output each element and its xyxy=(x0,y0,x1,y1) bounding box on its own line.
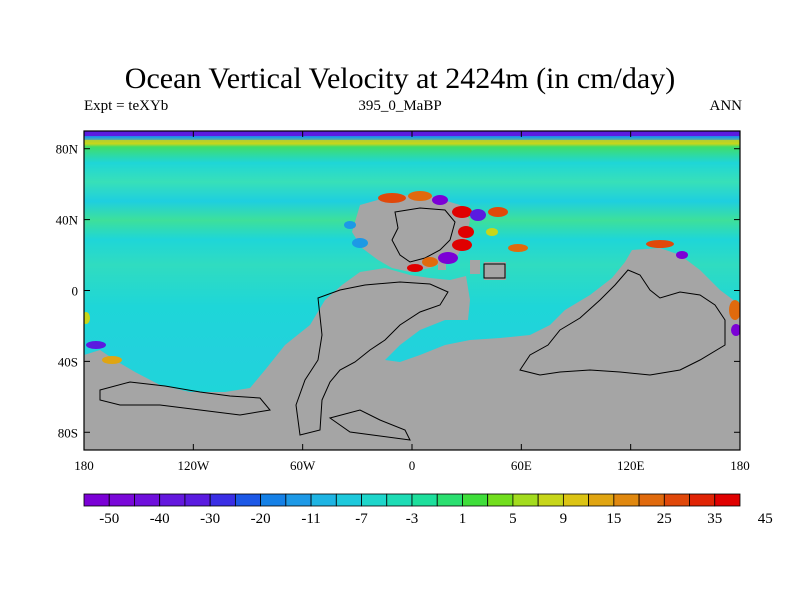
hotspot-9 xyxy=(438,252,458,264)
x-tick-label: 60E xyxy=(511,458,532,473)
experiment-label: Expt = teXYb xyxy=(84,98,169,114)
y-tick-label: 80N xyxy=(56,142,79,157)
hotspot-17 xyxy=(731,324,740,336)
southern-landmass xyxy=(84,248,740,450)
colorbar-swatch xyxy=(108,493,135,507)
island-a xyxy=(484,262,506,280)
axis-ticks: 180 120W 60W 0 60E 120E 180 80N 40N 0 40S 80S xyxy=(56,131,750,473)
colorbar-swatch xyxy=(335,493,362,507)
hotspot-14 xyxy=(646,240,674,248)
hotspot-10 xyxy=(422,257,438,267)
colorbar-swatch xyxy=(134,493,161,507)
y-tick-label: 40N xyxy=(56,213,79,228)
colorbar-swatch xyxy=(285,493,312,507)
colorbar-swatch xyxy=(512,493,539,507)
hotspot-12 xyxy=(508,244,528,252)
time-label: 395_0_MaBP xyxy=(358,98,442,114)
colorbar-label: 45 xyxy=(758,511,773,527)
colorbar-swatch xyxy=(184,493,211,507)
contour-south xyxy=(328,409,411,441)
hotspot-5 xyxy=(470,209,486,221)
y-tick-label: 40S xyxy=(58,354,78,369)
colorbar-swatch xyxy=(209,493,236,507)
hotspot-7 xyxy=(458,226,474,238)
colorbar-swatch xyxy=(613,493,640,507)
colorbar-swatch xyxy=(411,493,438,507)
velocity-hotspots xyxy=(84,191,740,364)
hotspot-11 xyxy=(407,264,423,272)
hotspot-13 xyxy=(486,228,498,236)
hotspot-16 xyxy=(729,300,740,320)
subpolar-band xyxy=(84,140,740,144)
colorbar-label: -50 xyxy=(99,511,119,527)
coldspot-2 xyxy=(344,221,356,229)
colorbar-swatch xyxy=(234,493,262,507)
colorbar-swatch xyxy=(159,493,186,507)
x-tick-label: 120W xyxy=(177,458,210,473)
colorbar-label: -20 xyxy=(251,511,271,527)
season-label: ANN xyxy=(709,98,743,114)
colorbar-swatch xyxy=(638,493,665,507)
colorbar-swatch xyxy=(537,493,564,507)
colorbar-label: 9 xyxy=(560,511,568,527)
coldspot-1 xyxy=(352,238,368,248)
contour-central xyxy=(295,281,449,436)
x-tick-label: 60W xyxy=(290,458,316,473)
map-title: Ocean Vertical Velocity at 2424m (in cm/… xyxy=(124,62,676,95)
contour-southwest xyxy=(99,381,271,416)
colorbar-label: 1 xyxy=(459,511,467,527)
colorbar-label: -7 xyxy=(355,511,368,527)
x-tick-label: 0 xyxy=(409,458,416,473)
colorbar-swatch xyxy=(310,493,337,507)
island-c xyxy=(438,262,446,270)
colorbar-swatch xyxy=(663,493,690,507)
colorbar-swatch xyxy=(487,493,514,507)
colorbar-swatch xyxy=(562,493,590,507)
colorbar-swatch xyxy=(689,493,716,507)
colorbar-label: -30 xyxy=(200,511,220,527)
colorbar-label: -40 xyxy=(150,511,170,527)
colorbar-label: -11 xyxy=(301,511,320,527)
colorbar-swatch xyxy=(714,493,741,507)
hotspot-1 xyxy=(378,193,406,203)
colorbar-swatch xyxy=(462,493,489,507)
y-tick-label: 0 xyxy=(72,284,79,299)
island-b xyxy=(470,260,480,274)
contour-island xyxy=(483,263,506,279)
colorbar-swatch xyxy=(361,493,388,507)
contour-north xyxy=(391,207,456,263)
colorbar-label: -3 xyxy=(406,511,419,527)
map-field xyxy=(84,131,740,450)
hotspot-19 xyxy=(102,356,122,364)
x-tick-label: 180 xyxy=(74,458,94,473)
colorbar-swatch xyxy=(260,493,287,507)
colorbar: -50 -40 -30 -20 -11 -7 -3 1 5 9 15 25 35 45 xyxy=(83,493,773,527)
colorbar-label: 15 xyxy=(606,511,621,527)
coastline-contours xyxy=(99,207,726,441)
hotspot-20 xyxy=(84,312,90,324)
hotspot-8 xyxy=(452,239,472,251)
hotspot-6 xyxy=(488,207,508,217)
colorbar-swatch xyxy=(83,493,110,507)
hotspot-15 xyxy=(676,251,688,259)
colorbar-swatch xyxy=(386,493,413,507)
land-mask xyxy=(84,195,740,450)
x-tick-label: 180 xyxy=(730,458,750,473)
y-tick-label: 80S xyxy=(58,425,78,440)
colorbar-swatch xyxy=(588,493,615,507)
contour-east xyxy=(519,269,726,376)
colorbar-label: 35 xyxy=(707,511,722,527)
hotspot-18 xyxy=(86,341,106,349)
hotspot-3 xyxy=(432,195,448,205)
colorbar-swatch xyxy=(436,493,463,507)
colorbar-label: 25 xyxy=(657,511,672,527)
hotspot-4 xyxy=(452,206,472,218)
x-tick-label: 120E xyxy=(617,458,645,473)
hotspot-2 xyxy=(408,191,432,201)
colorbar-label: 5 xyxy=(509,511,517,527)
northern-landmass xyxy=(352,195,470,272)
